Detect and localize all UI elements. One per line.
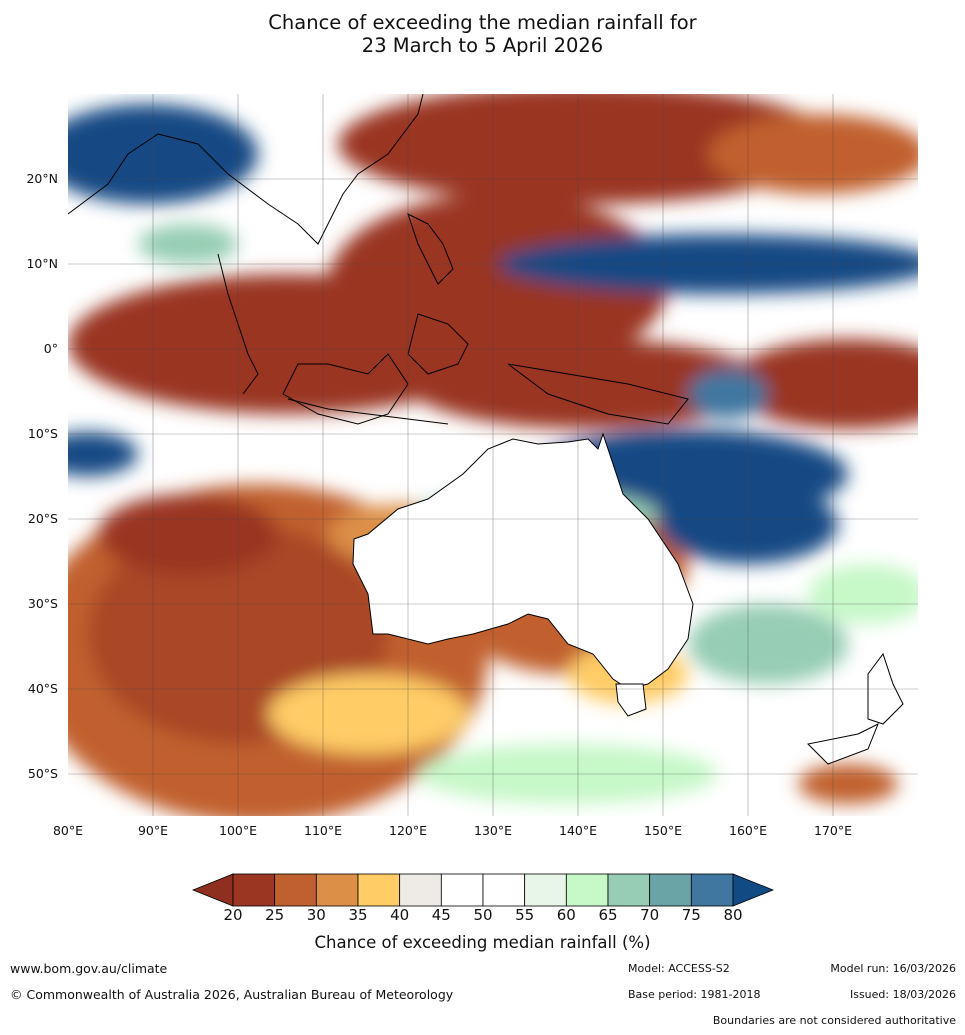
- colorbar-segment: [524, 873, 567, 907]
- colorbar-tick: 30: [306, 906, 326, 924]
- colorbar-segment: [274, 873, 317, 907]
- colorbar-segment: [649, 873, 692, 907]
- colorbar-tick: 35: [348, 906, 368, 924]
- lat-label-20n: 20°N: [26, 171, 58, 186]
- colorbar-segment: [607, 873, 651, 907]
- lat-label-20s: 20°S: [27, 511, 58, 526]
- colorbar-tick: 45: [431, 906, 451, 924]
- colorbar-tick: 60: [556, 906, 576, 924]
- colorbar-tick: 20: [223, 906, 243, 924]
- colorbar-tick: 25: [265, 906, 285, 924]
- colorbar-tick: 40: [390, 906, 410, 924]
- issued-date: Issued: 18/03/2026: [849, 988, 956, 1001]
- lon-label-90e: 90°E: [137, 823, 169, 838]
- base-period: Base period: 1981-2018: [628, 988, 761, 1001]
- lon-label-150e: 150°E: [643, 823, 683, 838]
- australia-outline: [352, 432, 694, 690]
- colorbar-segment: [399, 873, 442, 907]
- lat-label-40s: 40°S: [27, 681, 58, 696]
- map-title-line1: Chance of exceeding the median rainfall …: [268, 11, 697, 34]
- colorbar-label: Chance of exceeding median rainfall (%): [314, 933, 651, 952]
- coastlines: [68, 94, 689, 425]
- lon-label-100e: 100°E: [218, 823, 258, 838]
- lon-label-170e: 170°E: [813, 823, 853, 838]
- colorbar-tick: 75: [681, 906, 701, 924]
- lon-label-80e: 80°E: [52, 823, 84, 838]
- rainfall-probability-map: [68, 94, 918, 816]
- lon-label-140e: 140°E: [558, 823, 598, 838]
- lat-label-10s: 10°S: [27, 426, 58, 441]
- colorbar-segment: [357, 873, 401, 907]
- colorbar-tick: 70: [640, 906, 660, 924]
- boundaries-disclaimer: Boundaries are not considered authoritat…: [712, 1014, 956, 1027]
- colorbar-tick: 50: [473, 906, 493, 924]
- graticule: [68, 94, 918, 816]
- colorbar-segment: [690, 873, 734, 907]
- colorbar-tick: 55: [515, 906, 535, 924]
- lat-label-10n: 10°N: [26, 256, 58, 271]
- colorbar-segment: [565, 873, 609, 907]
- model-run-date: Model run: 16/03/2026: [830, 962, 956, 975]
- lon-label-120e: 120°E: [388, 823, 428, 838]
- lat-label-0: 0°: [43, 341, 58, 356]
- colorbar-tick: 65: [598, 906, 618, 924]
- copyright-text: © Commonwealth of Australia 2026, Austra…: [10, 987, 454, 1002]
- lat-label-30s: 30°S: [27, 596, 58, 611]
- lon-label-110e: 110°E: [303, 823, 343, 838]
- new-zealand-south-outline: [806, 722, 879, 765]
- tasmania-outline: [615, 683, 647, 717]
- colorbar-extend-high: [732, 873, 774, 907]
- lon-label-160e: 160°E: [728, 823, 768, 838]
- colorbar-segment: [315, 873, 359, 907]
- model-name: Model: ACCESS-S2: [628, 962, 730, 975]
- colorbar-segment: [482, 873, 526, 907]
- lat-label-50s: 50°S: [27, 766, 58, 781]
- colorbar-tick: 80: [723, 906, 743, 924]
- colorbar-extend-low: [192, 873, 234, 907]
- website-link[interactable]: www.bom.gov.au/climate: [10, 961, 168, 976]
- colorbar-segment: [232, 873, 276, 907]
- map-title-line2: 23 March to 5 April 2026: [361, 34, 604, 57]
- colorbar: [192, 873, 774, 907]
- lon-label-130e: 130°E: [473, 823, 513, 838]
- colorbar-segment: [440, 873, 484, 907]
